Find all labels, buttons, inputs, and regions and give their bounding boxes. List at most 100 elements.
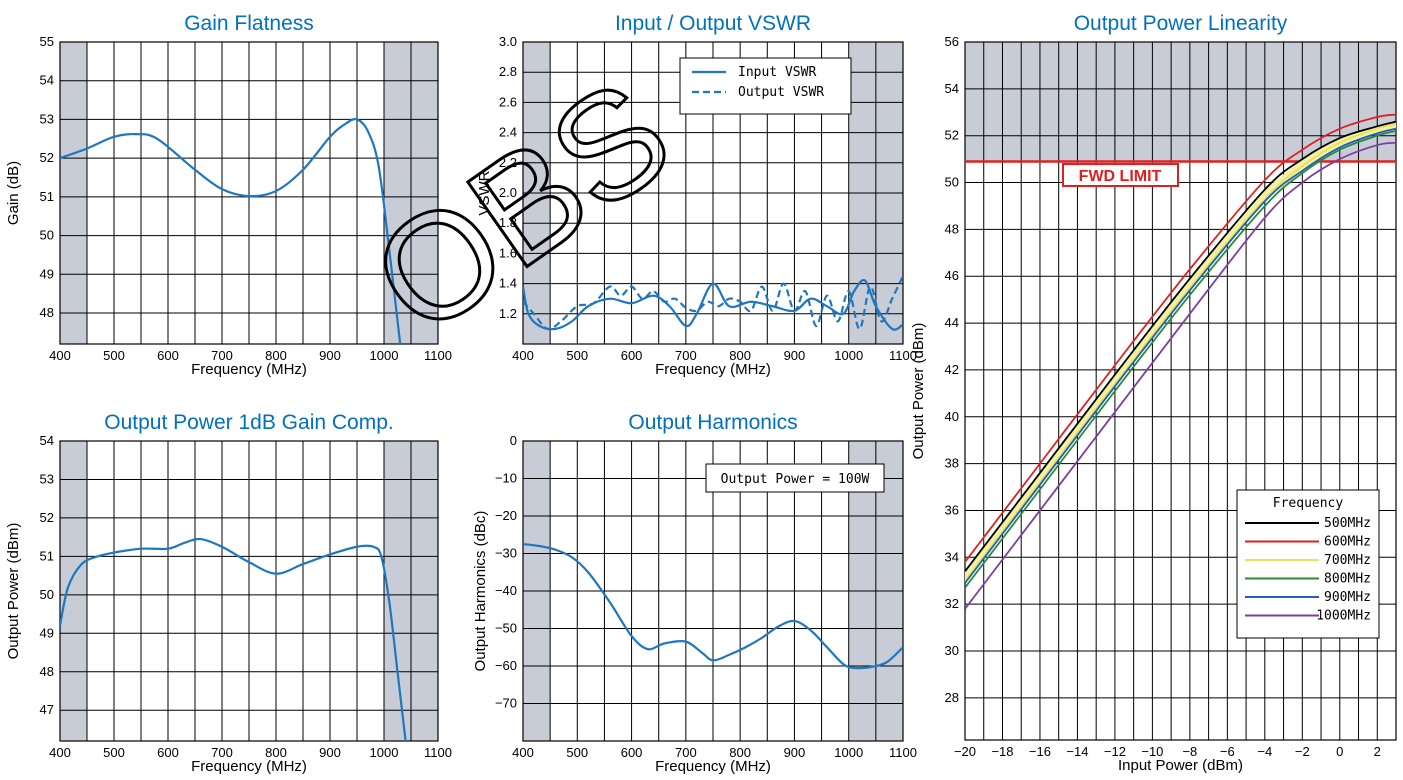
x-tick-label: 400 (49, 745, 71, 760)
x-tick-label: 500 (103, 745, 125, 760)
y-tick-label: 51 (40, 189, 54, 204)
x-tick-label: 700 (211, 348, 233, 363)
legend-entry: 500MHz (1324, 516, 1371, 531)
grid (59, 41, 439, 344)
y-tick-label: 55 (40, 34, 54, 49)
chart-title: Gain Flatness (184, 12, 314, 35)
chart-title: Input / Output VSWR (615, 12, 811, 35)
x-tick-label: 800 (265, 348, 287, 363)
x-tick-label: 1100 (424, 745, 452, 760)
x-tick-label: 500 (566, 348, 588, 363)
x-tick-label: −12 (1104, 744, 1126, 759)
y-tick-label: 52 (40, 510, 54, 525)
y-tick-label: 1.8 (499, 215, 517, 230)
y-tick-label: −20 (495, 508, 517, 523)
y-tick-label: 50 (40, 228, 54, 243)
y-axis-label: Output Power (dBm) (5, 523, 22, 660)
y-tick-label: 2.0 (499, 185, 517, 200)
y-tick-label: 48 (945, 221, 959, 236)
chart-title: Output Power 1dB Gain Comp. (104, 411, 393, 434)
legend: Frequency 500MHz 600MHz 700MHz 800MHz 900MHz 1… (1236, 489, 1380, 639)
shaded-band (965, 42, 1396, 162)
series-line-input-vswr (523, 279, 903, 331)
legend-box (1236, 489, 1380, 639)
series-line-trace (523, 543, 903, 670)
x-tick-label: 400 (512, 348, 534, 363)
y-tick-label: 0 (510, 433, 517, 448)
y-tick-label: 54 (40, 73, 54, 88)
output-power-1db-chart: 400 500 600 700 800 900 1000 1100 47 48 49 50 51 52 53… (5, 411, 452, 775)
y-axis-label: Output Harmonics (dBc) (472, 511, 489, 672)
x-tick-label: 800 (729, 348, 751, 363)
x-axis-label: Frequency (MHz) (191, 361, 307, 378)
x-tick-label: −4 (1257, 744, 1272, 759)
y-tick-label: −40 (495, 583, 517, 598)
x-tick-label: 400 (49, 348, 71, 363)
x-tick-label: −16 (1029, 744, 1051, 759)
series-line-trace (60, 537, 407, 741)
input-output-vswr-chart: 400 500 600 700 800 900 1000 1100 1.2 1.4 1.6 1.8 2.… (476, 12, 917, 378)
legend-entry: 900MHz (1324, 590, 1371, 605)
annotation-box (705, 463, 885, 493)
x-tick-label: 600 (157, 348, 179, 363)
series-line-output-vswr (523, 275, 903, 331)
y-tick-label: 54 (40, 433, 54, 448)
y-tick-label: 42 (945, 362, 959, 377)
grid (59, 440, 439, 741)
plot-frame (59, 41, 439, 345)
x-axis-label: Frequency (MHz) (655, 361, 771, 378)
x-tick-label: 0 (1336, 744, 1343, 759)
x-tick-label: 900 (319, 348, 341, 363)
x-tick-label: 500 (103, 348, 125, 363)
shaded-band (60, 441, 87, 741)
x-axis-label: Input Power (dBm) (1118, 757, 1243, 774)
x-tick-label: 1000 (834, 348, 863, 363)
y-tick-label: −30 (495, 546, 517, 561)
series-line-trace (60, 117, 402, 344)
x-tick-label: 700 (675, 745, 697, 760)
series-line-600mhz (965, 113, 1396, 563)
x-tick-label: 800 (729, 745, 751, 760)
y-tick-label: −50 (495, 621, 517, 636)
series-line-900mhz (965, 127, 1396, 584)
x-tick-label: 1100 (889, 348, 917, 363)
chart-title: Output Power Linearity (1074, 12, 1288, 35)
x-tick-label: 600 (621, 745, 643, 760)
y-tick-label: −10 (495, 471, 517, 486)
x-tick-label: −10 (1141, 744, 1163, 759)
y-tick-label: 2.8 (499, 64, 517, 79)
x-tick-label: −6 (1220, 744, 1235, 759)
y-axis-label: VSWR (476, 170, 493, 215)
annotation: Output Power = 100W (705, 463, 885, 493)
legend-entry: Output VSWR (738, 85, 824, 100)
x-tick-label: −2 (1295, 744, 1310, 759)
y-tick-label: 49 (40, 625, 54, 640)
y-tick-label: 46 (945, 268, 959, 283)
x-tick-label: 600 (621, 348, 643, 363)
y-tick-label: 49 (40, 266, 54, 281)
legend-entry: 600MHz (1324, 535, 1371, 550)
x-axis-label: Frequency (MHz) (191, 758, 307, 775)
y-tick-label: 38 (945, 456, 959, 471)
x-tick-label: 900 (319, 745, 341, 760)
legend-title: Frequency (1273, 496, 1344, 511)
legend-box (679, 57, 852, 115)
y-tick-label: 54 (945, 81, 959, 96)
y-tick-label: 34 (945, 549, 959, 564)
y-tick-label: 32 (945, 596, 959, 611)
chart-title: Output Harmonics (628, 411, 797, 434)
plot-frame (522, 440, 904, 742)
y-tick-label: 48 (40, 305, 54, 320)
y-tick-label: −60 (495, 658, 517, 673)
output-power-linearity-chart: −20 −18 −16 −14 −12 −10 −8 −6 −4 −2 0 2283032343638… (910, 12, 1397, 774)
y-tick-label: 30 (945, 643, 959, 658)
y-tick-label: 53 (40, 111, 54, 126)
y-tick-label: 47 (40, 702, 54, 717)
x-tick-label: 1000 (370, 348, 399, 363)
y-tick-label: 1.6 (499, 245, 517, 260)
x-tick-label: 1000 (370, 745, 399, 760)
y-tick-label: 36 (945, 502, 959, 517)
x-tick-label: 900 (784, 348, 806, 363)
y-tick-label: 40 (945, 409, 959, 424)
